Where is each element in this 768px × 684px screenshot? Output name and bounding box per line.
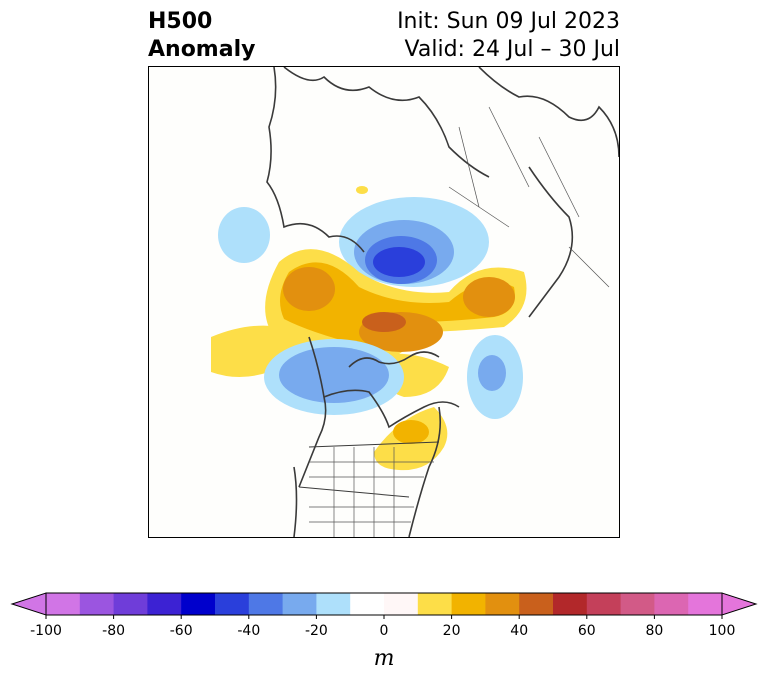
map-title: H500 Anomaly	[148, 8, 255, 64]
colorbar-segment	[620, 593, 655, 615]
colorbar-segment	[485, 593, 520, 615]
colorbar-segment	[46, 593, 81, 615]
colorbar-tick-label: -80	[102, 623, 125, 639]
colorbar-segment	[113, 593, 148, 615]
colorbar-segment	[248, 593, 284, 615]
map-panel	[148, 66, 620, 538]
colorbar-segment	[316, 593, 351, 615]
state-borders	[309, 106, 610, 537]
colorbar-segment	[384, 593, 419, 615]
colorbar-tick-label: -40	[237, 623, 260, 639]
positive-anomaly-band-inner	[280, 262, 515, 346]
colorbar-tick-label: 40	[510, 623, 528, 639]
positive-anomaly-greenland-core	[362, 312, 406, 332]
colorbar-tick-label: 100	[709, 623, 736, 639]
positive-anomaly-scandinavia	[463, 277, 515, 317]
negative-anomaly-west-pacific	[218, 207, 270, 263]
positive-anomaly-siberia	[283, 267, 335, 311]
positive-anomaly-small-north	[356, 186, 368, 194]
valid-range: Valid: 24 Jul – 30 Jul	[404, 37, 620, 62]
colorbar-segment	[688, 593, 723, 615]
colorbar-segment	[147, 593, 182, 615]
colorbar-segment	[553, 593, 588, 615]
colorbar-tick-label: 80	[645, 623, 663, 639]
colorbar-segment	[282, 593, 317, 615]
negative-anomaly-north-atlantic	[478, 355, 506, 391]
colorbar-tick-label: -60	[170, 623, 193, 639]
negative-center-hudson-bay-core	[373, 247, 425, 277]
colorbar-segment	[654, 593, 689, 615]
anomaly-map	[211, 67, 619, 537]
colorbar-tick-label: -100	[30, 623, 62, 639]
colorbar-segment	[181, 593, 216, 615]
colorbar-segment	[586, 593, 622, 615]
colorbar-extend-max	[721, 592, 758, 616]
init-date: Init: Sun 09 Jul 2023	[397, 9, 620, 34]
title-type: Anomaly	[148, 37, 256, 62]
colorbar-tick-label: 60	[578, 623, 596, 639]
colorbar-units: m	[373, 646, 395, 671]
colorbar-extend-min	[10, 592, 47, 616]
colorbar-tick-label: 20	[443, 623, 461, 639]
title-variable: H500	[148, 9, 213, 34]
negative-anomaly-western-canada	[279, 347, 389, 403]
colorbar-graphic: -100 -80 -60 -40 -20 0 20 40 60 80 100	[10, 592, 758, 639]
colorbar-segment	[451, 593, 486, 615]
anomaly-shading	[211, 186, 527, 471]
positive-anomaly-eastern-us-core	[393, 420, 429, 444]
colorbar-tick-label: 0	[380, 623, 389, 639]
map-dates: Init: Sun 09 Jul 2023 Valid: 24 Jul – 30…	[397, 8, 620, 64]
colorbar-segment	[215, 593, 250, 615]
colorbar: -100 -80 -60 -40 -20 0 20 40 60 80 100	[0, 585, 768, 649]
colorbar-segment	[79, 593, 115, 615]
colorbar-segment	[519, 593, 554, 615]
colorbar-segment	[417, 593, 453, 615]
colorbar-segment	[350, 593, 385, 615]
colorbar-tick-label: -20	[305, 623, 328, 639]
